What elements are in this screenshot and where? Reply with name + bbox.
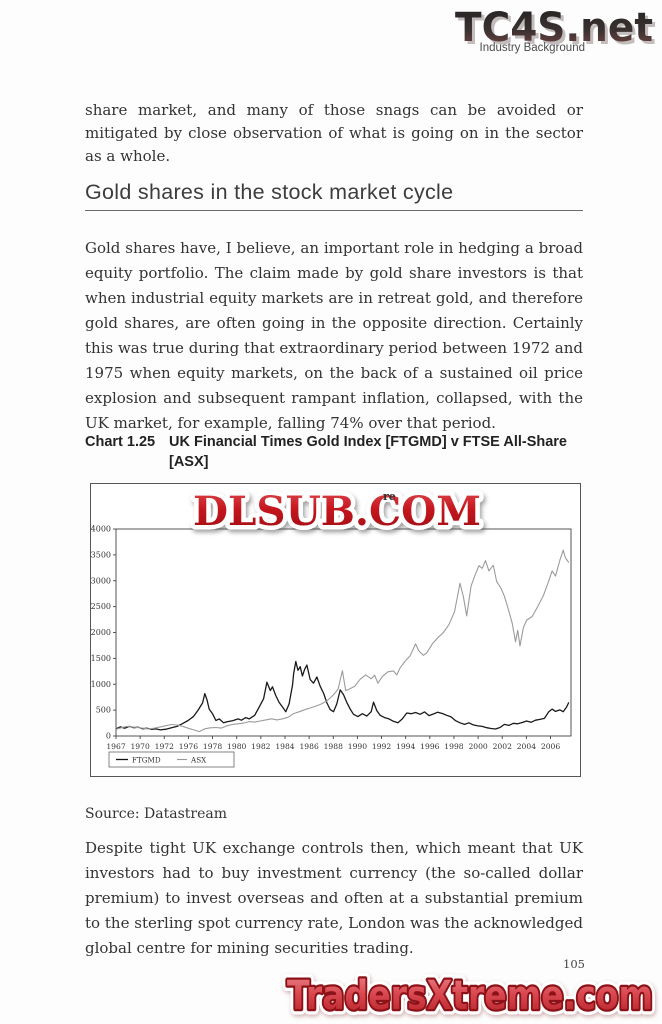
y-tick-label: 3500 [91, 550, 111, 559]
x-tick-label: 2006 [541, 742, 560, 751]
x-tick-label: 1980 [227, 742, 246, 751]
legend-label-asx: ASX [190, 755, 207, 764]
y-tick-label: 0 [106, 732, 111, 741]
x-tick-label: 1992 [372, 742, 391, 751]
x-tick-label: 1996 [420, 742, 439, 751]
y-tick-label: 1000 [91, 680, 111, 689]
x-tick-label: 2000 [468, 742, 487, 751]
source-note: Source: Datastream [85, 806, 227, 822]
y-tick-label: 2500 [91, 602, 111, 611]
page-number: 105 [563, 957, 585, 971]
intro-paragraph: share market, and many of those snags ca… [85, 101, 583, 165]
y-tick-label: 500 [96, 706, 111, 715]
watermark: DLSUB.COM DLSUB.COM [189, 485, 486, 535]
chart-figure: 0 500 1000 1500 2000 2500 3000 3500 4000 1967 1970… [90, 483, 581, 777]
watermark-outline: DLSUB.COM [193, 488, 481, 535]
x-tick-label: 2004 [517, 742, 536, 751]
section-body-paragraph: Gold shares have, I believe, an importan… [85, 239, 584, 432]
y-tick-label: 4000 [91, 525, 111, 534]
x-tick-label: 1988 [324, 742, 343, 751]
x-tick-label: 1972 [155, 742, 174, 751]
x-tick-label: 1982 [251, 742, 270, 751]
y-tick-label: 1500 [91, 654, 111, 663]
y-tick-label: 2000 [91, 628, 111, 637]
caption-text: UK Financial Times Gold Index [FTGMD] v … [169, 434, 567, 470]
header-logo-text: TC4S.net [455, 5, 653, 51]
x-tick-label: 1976 [179, 742, 198, 751]
y-tick-label: 3000 [91, 576, 111, 585]
footer-logo-text: TradersXtreme.com [287, 973, 653, 1019]
header-logo-shadow: TC4S.net [458, 8, 656, 53]
x-tick-label: 1970 [130, 742, 149, 751]
x-tick-label: 1994 [396, 742, 415, 751]
footer-logo-outline: TradersXtreme.com [287, 973, 653, 1019]
closing-paragraph: Despite tight UK exchange controls then,… [85, 839, 583, 957]
x-tick-label: 1998 [444, 742, 463, 751]
plot-area-border [115, 528, 572, 737]
x-tick-label: 1984 [275, 742, 294, 751]
x-tick-label: 1967 [106, 742, 125, 751]
section-heading: Gold shares in the stock market cycle [85, 180, 454, 204]
obscured-title-fragment: re [383, 490, 396, 503]
watermark-text: DLSUB.COM [193, 488, 481, 535]
chart-canvas: 0 500 1000 1500 2000 2500 3000 3500 4000 1967 1970… [91, 525, 572, 768]
x-tick-label: 1978 [203, 742, 222, 751]
footer-logo-glow: TradersXtreme.com [287, 973, 653, 1019]
x-tick-label: 1990 [348, 742, 367, 751]
figure-caption: Chart 1.25 UK Financial Times Gold Index… [85, 432, 583, 472]
x-tick-label: 1986 [299, 742, 318, 751]
header-site-logo: TC4S.net TC4S.net [455, 5, 656, 53]
section-label: Industry Background [479, 42, 585, 54]
footer-site-logo: TradersXtreme.com TradersXtreme.com Trad… [282, 971, 659, 1019]
heading-rule [85, 210, 583, 211]
caption-label: Chart 1.25 [85, 434, 156, 450]
x-tick-label: 2002 [493, 742, 512, 751]
series-FTGMD [115, 660, 570, 731]
legend-box [108, 751, 235, 768]
series-ASX [115, 549, 570, 733]
legend-label-ftgmd: FTGMD [132, 755, 161, 764]
